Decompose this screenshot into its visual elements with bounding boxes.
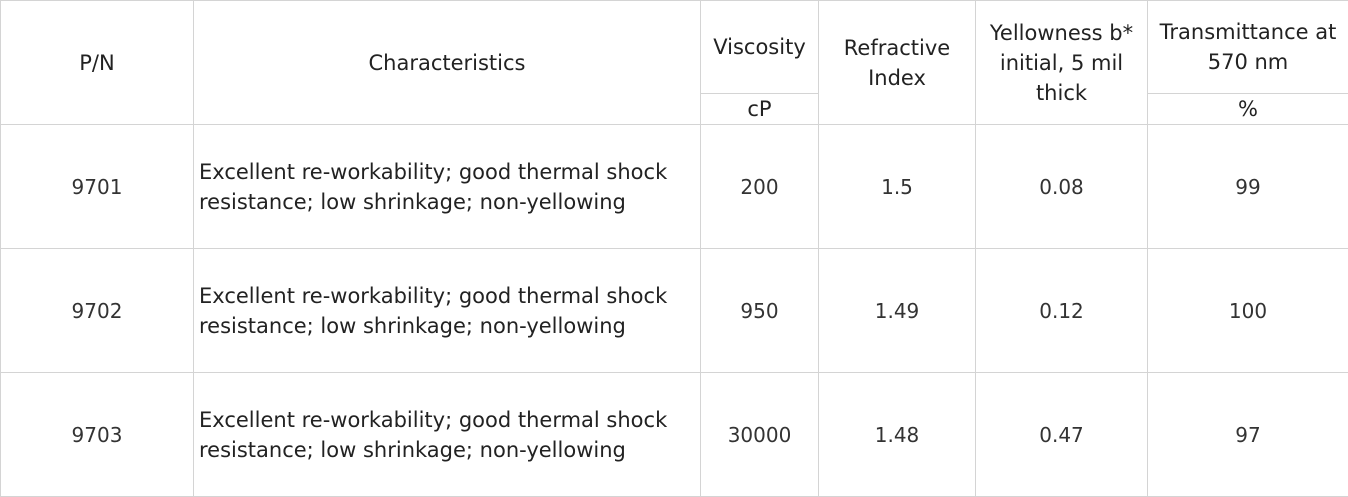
table-row: 9701 Excellent re-workability; good therm… xyxy=(0,124,1348,249)
value-cell: 9701 xyxy=(0,124,194,249)
value-cell: 9702 xyxy=(0,248,194,373)
value-cell: 100 xyxy=(1147,248,1348,373)
header-cell: Transmittance at 570 nm xyxy=(1147,0,1348,94)
characteristics-cell: Excellent re-workability; good thermal s… xyxy=(193,372,701,497)
characteristics-cell: Excellent re-workability; good thermal s… xyxy=(193,248,701,373)
header-cell: P/N xyxy=(0,0,194,125)
value-cell: 97 xyxy=(1147,372,1348,497)
header-cell: Viscosity xyxy=(700,0,819,94)
value-cell: 950 xyxy=(700,248,819,373)
value-cell: 1.49 xyxy=(818,248,976,373)
table-row: 9702 Excellent re-workability; good therm… xyxy=(0,248,1348,373)
value-cell: 9703 xyxy=(0,372,194,497)
value-cell: 30000 xyxy=(700,372,819,497)
value-cell: 1.5 xyxy=(818,124,976,249)
value-cell: 0.47 xyxy=(975,372,1148,497)
unit-cell: % xyxy=(1147,93,1348,125)
header-cell: Refractive Index xyxy=(818,0,976,125)
header-cell: Yellowness b* initial, 5 mil thick xyxy=(975,0,1148,125)
header-cell: Characteristics xyxy=(193,0,701,125)
table-body: 9701 Excellent re-workability; good therm… xyxy=(0,124,1348,497)
table-row: 9703 Excellent re-workability; good therm… xyxy=(0,372,1348,497)
value-cell: 1.48 xyxy=(818,372,976,497)
unit-cell: cP xyxy=(700,93,819,125)
value-cell: 0.08 xyxy=(975,124,1148,249)
value-cell: 99 xyxy=(1147,124,1348,249)
value-cell: 200 xyxy=(700,124,819,249)
characteristics-cell: Excellent re-workability; good thermal s… xyxy=(193,124,701,249)
value-cell: 0.12 xyxy=(975,248,1148,373)
